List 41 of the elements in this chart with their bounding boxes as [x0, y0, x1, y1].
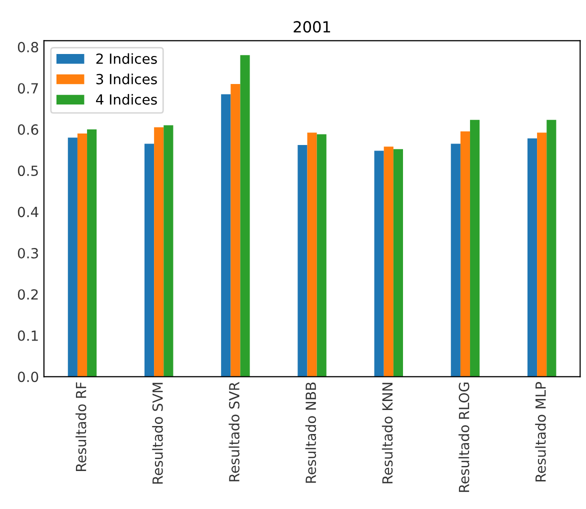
x-tick-label: Resultado MLP — [535, 382, 546, 482]
bar — [298, 145, 308, 377]
bar — [384, 146, 394, 377]
legend-label: 3 Indices — [96, 74, 157, 84]
x-tick-label: Resultado SVM — [152, 382, 163, 484]
legend-label: 2 Indices — [96, 53, 157, 64]
bar — [374, 150, 384, 377]
bar — [221, 94, 231, 377]
bar — [316, 134, 326, 377]
bar — [154, 127, 164, 377]
y-tick-label: 0.2 — [18, 289, 38, 300]
x-tick-label: Resultado KNN — [382, 382, 393, 484]
bar — [144, 144, 154, 377]
bar — [546, 120, 556, 377]
x-tick-label: Resultado NBB — [305, 382, 316, 483]
y-tick-label: 0.4 — [18, 206, 38, 218]
bar — [537, 132, 547, 377]
y-tick-label: 0.5 — [18, 166, 38, 176]
y-tick-label: 0.1 — [18, 330, 38, 341]
bar — [87, 129, 97, 377]
y-tick-label: 0.6 — [18, 124, 38, 135]
y-tick-label: 0.7 — [18, 83, 38, 94]
bar — [77, 133, 88, 377]
y-tick-label: 0.8 — [18, 42, 38, 52]
bar — [307, 132, 317, 377]
y-tick-label: 0.3 — [18, 248, 38, 258]
legend-label: 4 Indices — [96, 94, 157, 105]
bar — [470, 120, 480, 377]
bar — [527, 138, 538, 377]
y-tick-label: 0.0 — [18, 372, 38, 382]
bar — [240, 55, 250, 377]
bar — [460, 131, 470, 377]
chart-title: 2001 — [294, 21, 330, 33]
bar — [68, 138, 78, 377]
bar — [450, 144, 460, 377]
x-tick-label: Resultado RF — [76, 382, 86, 471]
bar — [164, 125, 174, 377]
bar — [393, 149, 404, 377]
x-tick-label: Resultado RLOG — [458, 382, 470, 492]
x-tick-label: Resultado SVR — [228, 382, 240, 482]
bar — [230, 84, 240, 377]
